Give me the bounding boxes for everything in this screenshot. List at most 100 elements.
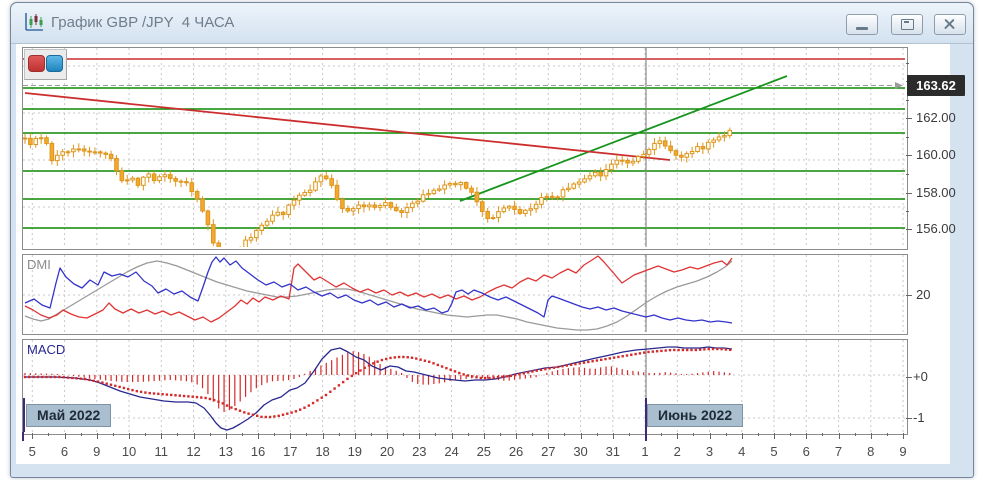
- maximize-icon: [901, 19, 914, 30]
- date-axis-tick: [258, 433, 260, 439]
- date-axis-tick: [419, 433, 421, 439]
- date-label: 5: [770, 444, 778, 459]
- date-label: 1: [641, 444, 649, 459]
- date-label: 12: [186, 444, 201, 459]
- date-axis-minor-tick: [854, 433, 856, 436]
- price-axis-label: 156.00: [916, 221, 956, 236]
- date-label: 25: [476, 444, 492, 459]
- date-axis-tick: [612, 433, 614, 439]
- date-axis-minor-tick: [757, 433, 759, 436]
- date-axis-minor-tick: [403, 433, 405, 436]
- date-label: 8: [867, 444, 875, 459]
- date-axis-minor-tick: [564, 433, 566, 436]
- date-axis-tick: [322, 433, 324, 439]
- date-label: 7: [834, 444, 843, 459]
- price-chart-canvas[interactable]: [23, 48, 905, 247]
- date-axis-tick: [516, 433, 518, 439]
- date-label: 26: [508, 444, 524, 459]
- dmi-canvas[interactable]: [23, 255, 905, 332]
- date-label: 17: [283, 444, 298, 459]
- date-label: 6: [60, 444, 69, 459]
- date-axis-tick: [548, 433, 550, 439]
- date-label: 23: [412, 444, 427, 459]
- macd-axis-label: +0: [913, 369, 928, 384]
- date-axis-tick: [290, 433, 292, 439]
- red-marker-button[interactable]: [28, 55, 45, 72]
- date-axis-minor-tick: [693, 433, 695, 436]
- date-axis-tick: [709, 433, 711, 439]
- macd-axis-label: -1: [913, 410, 925, 425]
- macd-axis-tick: [906, 377, 912, 378]
- date-axis-tick: [161, 433, 163, 439]
- date-axis-minor-tick: [790, 433, 792, 436]
- month-badge-june: Июнь 2022: [647, 404, 744, 427]
- date-axis-minor-tick: [822, 433, 824, 436]
- date-axis-tick: [903, 433, 905, 439]
- date-axis-minor-tick: [145, 433, 147, 436]
- month-axis-tick: [22, 432, 24, 441]
- date-label: 6: [802, 444, 810, 459]
- date-axis-tick: [193, 433, 195, 439]
- date-axis-minor-tick: [112, 433, 114, 436]
- price-axis-tick: [906, 193, 912, 194]
- price-axis-label: 160.00: [916, 147, 956, 162]
- titlebar[interactable]: График GBP /JPY 4 ЧАСА: [11, 3, 973, 44]
- date-axis-tick: [580, 433, 582, 439]
- date-axis-minor-tick: [628, 433, 630, 436]
- date-label: 4: [738, 444, 746, 459]
- blue-marker-button[interactable]: [46, 55, 63, 72]
- date-label: 30: [573, 444, 588, 459]
- date-axis-tick: [451, 433, 453, 439]
- window-title: График GBP /JPY 4 ЧАСА: [51, 14, 235, 31]
- maximize-button[interactable]: [891, 14, 923, 35]
- macd-panel[interactable]: [22, 339, 908, 435]
- date-label: 27: [541, 444, 556, 459]
- date-axis-minor-tick: [177, 433, 179, 436]
- date-axis-minor-tick: [532, 433, 534, 436]
- price-axis-label: 162.00: [916, 110, 956, 125]
- macd-axis-tick: [906, 418, 912, 419]
- date-axis-minor-tick: [48, 433, 50, 436]
- dmi-panel[interactable]: [22, 254, 908, 335]
- date-label: 20: [379, 444, 395, 459]
- date-axis-tick: [32, 433, 34, 439]
- date-axis-minor-tick: [338, 433, 340, 436]
- date-axis-minor-tick: [241, 433, 243, 436]
- date-label: 3: [705, 444, 714, 459]
- date-label: 31: [605, 444, 621, 459]
- minimize-button[interactable]: [846, 14, 878, 35]
- date-axis-tick: [870, 433, 872, 439]
- price-axis-minor-tick: [906, 63, 909, 64]
- date-axis-minor-tick: [80, 433, 82, 436]
- date-axis-tick: [741, 433, 743, 439]
- current-price-badge: 163.62: [907, 75, 965, 96]
- macd-canvas[interactable]: [23, 340, 905, 432]
- minimize-icon: [856, 27, 868, 30]
- date-label: 9: [899, 444, 907, 459]
- date-label: 2: [673, 444, 681, 459]
- close-button[interactable]: [934, 14, 966, 35]
- date-axis-minor-tick: [274, 433, 276, 436]
- date-label: 5: [28, 444, 36, 459]
- date-axis-tick: [806, 433, 808, 439]
- date-axis-tick: [677, 433, 679, 439]
- price-axis-minor-tick: [906, 136, 909, 138]
- date-axis-minor-tick: [725, 433, 727, 436]
- date-axis-minor-tick: [467, 433, 469, 436]
- date-axis-minor-tick: [886, 433, 888, 436]
- dmi-axis-label: 20: [916, 287, 931, 302]
- price-axis-minor-tick: [906, 100, 909, 101]
- date-axis-tick: [64, 433, 66, 439]
- date-axis-tick: [774, 433, 776, 439]
- date-axis-tick: [225, 433, 227, 439]
- main-chart-panel[interactable]: [22, 47, 908, 250]
- date-label: 11: [154, 444, 169, 459]
- dmi-axis-tick: [906, 295, 912, 296]
- date-axis-tick: [354, 433, 356, 439]
- candlestick-chart-icon: [25, 13, 43, 31]
- date-axis-minor-tick: [306, 433, 308, 436]
- date-label: 19: [347, 444, 363, 459]
- price-axis-tick: [906, 155, 912, 156]
- date-axis-minor-tick: [661, 433, 663, 436]
